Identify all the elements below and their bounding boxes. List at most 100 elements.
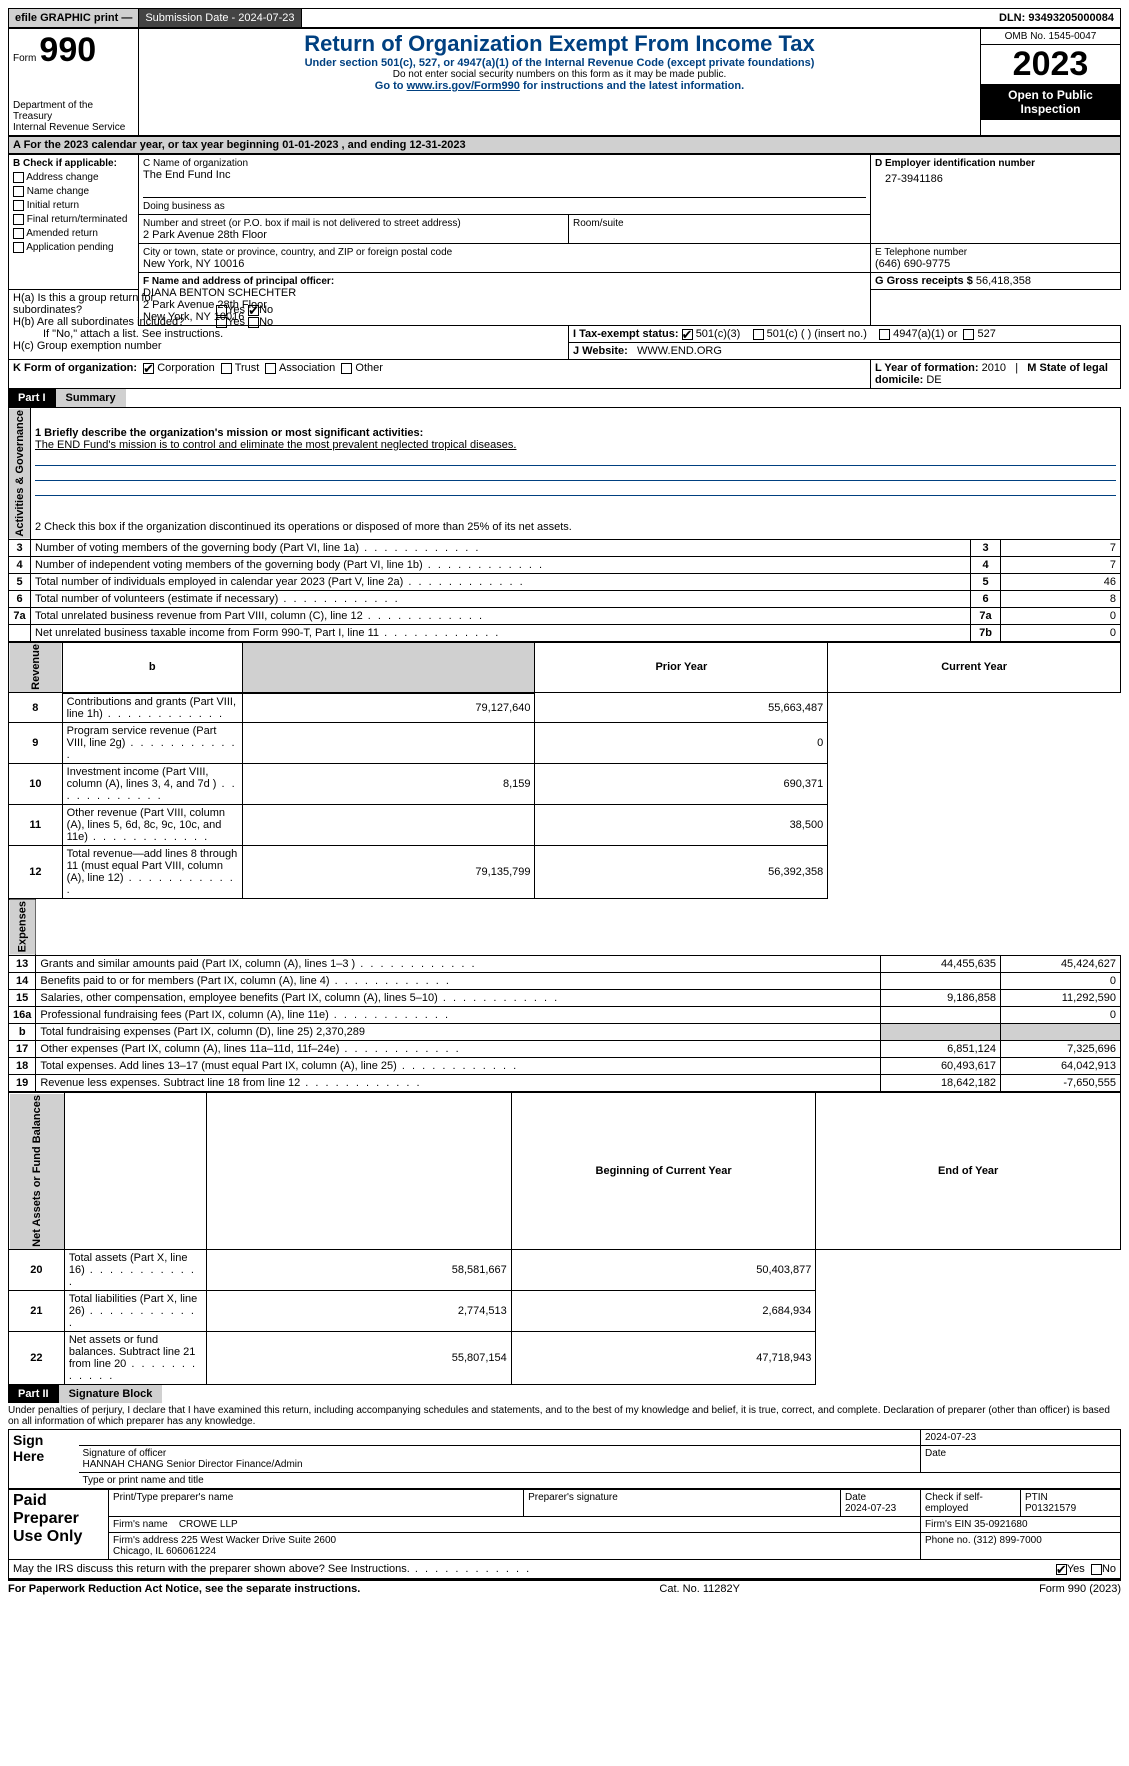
- sectI-label: I Tax-exempt status:: [573, 328, 679, 340]
- telephone: (646) 690-9775: [875, 258, 950, 270]
- rev-table: Revenue b Prior Year Current Year 8Contr…: [8, 642, 1121, 899]
- public-inspection: Open to Public Inspection: [981, 84, 1120, 120]
- cb-pending[interactable]: [13, 242, 24, 253]
- perjury: Under penalties of perjury, I declare th…: [8, 1403, 1121, 1429]
- mission: The END Fund's mission is to control and…: [35, 439, 516, 451]
- sig-table: Sign Here 2024-07-23 Signature of office…: [8, 1429, 1121, 1489]
- cb-other[interactable]: [341, 363, 352, 374]
- cb-discuss-yes[interactable]: [1056, 1564, 1067, 1575]
- net-vlabel: Net Assets or Fund Balances: [9, 1093, 65, 1250]
- paperwork: For Paperwork Reduction Act Notice, see …: [8, 1583, 360, 1595]
- opt-pending: Application pending: [26, 242, 113, 253]
- website: WWW.END.ORG: [637, 345, 722, 357]
- Hc-label: H(c) Group exemption number: [13, 340, 162, 352]
- row16b-d: Total fundraising expenses (Part IX, col…: [36, 1024, 881, 1041]
- cb-501c[interactable]: [753, 329, 764, 340]
- sectD-label: D Employer identification number: [875, 158, 1035, 169]
- firm-ein-l: Firm's EIN: [925, 1519, 971, 1530]
- info-grid: B Check if applicable: Address change Na…: [8, 154, 1121, 389]
- goto-prefix: Go to: [375, 80, 407, 92]
- part1-tag: Part I: [8, 389, 56, 407]
- part1-table: Activities & Governance 1 Briefly descri…: [8, 407, 1121, 642]
- part1-title: Summary: [56, 389, 126, 407]
- discuss-yes: Yes: [1067, 1563, 1085, 1575]
- org-address: 2 Park Avenue 28th Floor: [143, 229, 267, 241]
- org-name: The End Fund Inc: [143, 169, 230, 181]
- cb-discuss-no[interactable]: [1091, 1564, 1102, 1575]
- cb-527[interactable]: [963, 329, 974, 340]
- gross-receipts: 56,418,358: [976, 275, 1031, 287]
- col-self: Check if self-employed: [921, 1490, 1021, 1517]
- cb-Ha-yes[interactable]: [216, 305, 227, 316]
- firm-name: CROWE LLP: [179, 1519, 238, 1530]
- efile-label: efile GRAPHIC print —: [9, 9, 139, 27]
- top-bar: efile GRAPHIC print — Submission Date - …: [8, 8, 1121, 28]
- addr-label: Number and street (or P.O. box if mail i…: [143, 218, 461, 229]
- tax-year-line: A For the 2023 calendar year, or tax yea…: [8, 137, 1121, 154]
- form-ref: Form 990 (2023): [1039, 1583, 1121, 1595]
- part2-header: Part II Signature Block: [8, 1385, 1121, 1403]
- prep-phone: (312) 899-7000: [973, 1535, 1041, 1546]
- col-prior: Prior Year: [535, 642, 828, 693]
- rev-vlabel: Revenue: [9, 642, 63, 693]
- room-label: Room/suite: [573, 218, 624, 229]
- sectL-label: L Year of formation:: [875, 362, 979, 374]
- col-date: Date: [845, 1492, 866, 1503]
- footer: For Paperwork Reduction Act Notice, see …: [8, 1579, 1121, 1595]
- city-label: City or town, state or province, country…: [143, 247, 452, 258]
- year-formation: 2010: [982, 362, 1006, 374]
- Hb-note: If "No," attach a list. See instructions…: [13, 328, 223, 340]
- opt-corp: Corporation: [157, 362, 214, 374]
- type-name-label: Type or print name and title: [79, 1473, 1121, 1489]
- cb-final[interactable]: [13, 214, 24, 225]
- cb-assoc[interactable]: [265, 363, 276, 374]
- discuss-no: No: [1102, 1563, 1116, 1575]
- col-print: Print/Type preparer's name: [109, 1490, 524, 1517]
- Ha-no: No: [259, 304, 273, 316]
- form-word: Form: [13, 53, 36, 64]
- opt-address: Address change: [26, 172, 98, 183]
- cb-amended[interactable]: [13, 228, 24, 239]
- sig-officer-label: Signature of officer: [83, 1448, 167, 1459]
- ptin: P01321579: [1025, 1503, 1076, 1514]
- cb-trust[interactable]: [221, 363, 232, 374]
- discuss-label: May the IRS discuss this return with the…: [13, 1563, 531, 1575]
- row16b-n: b: [9, 1024, 36, 1041]
- col-ptin: PTIN: [1025, 1492, 1048, 1503]
- cb-corp[interactable]: [143, 363, 154, 374]
- sig-date: 2024-07-23: [921, 1430, 1121, 1446]
- cb-address-change[interactable]: [13, 172, 24, 183]
- dba-label: Doing business as: [143, 201, 225, 212]
- cb-Hb-no[interactable]: [248, 317, 259, 328]
- opt-501c: 501(c) ( ) (insert no.): [767, 328, 867, 340]
- opt-name: Name change: [27, 186, 89, 197]
- opt-assoc: Association: [279, 362, 335, 374]
- page-title: Return of Organization Exempt From Incom…: [143, 31, 976, 57]
- cb-501c3[interactable]: [682, 329, 693, 340]
- exp-table: Expenses 13Grants and similar amounts pa…: [8, 899, 1121, 1092]
- irs-link[interactable]: www.irs.gov/Form990: [407, 80, 520, 92]
- cb-name-change[interactable]: [13, 186, 24, 197]
- Hb-label: H(b) Are all subordinates included?: [13, 316, 213, 328]
- officer-sig-name: HANNAH CHANG Senior Director Finance/Adm…: [83, 1459, 303, 1470]
- cb-initial[interactable]: [13, 200, 24, 211]
- phone-l: Phone no.: [925, 1535, 971, 1546]
- sectG-label: G Gross receipts $: [875, 275, 973, 287]
- sectJ-label: J Website:: [573, 345, 628, 357]
- opt-initial: Initial return: [27, 200, 79, 211]
- org-city: New York, NY 10016: [143, 258, 244, 270]
- sectF-label: F Name and address of principal officer:: [143, 276, 334, 287]
- ein: 27-3941186: [875, 169, 1116, 185]
- domicile: DE: [926, 374, 941, 386]
- cb-4947[interactable]: [879, 329, 890, 340]
- cat-no: Cat. No. 11282Y: [659, 1583, 740, 1595]
- cb-Hb-yes[interactable]: [216, 317, 227, 328]
- form-number: 990: [39, 31, 96, 69]
- firm-addr-l: Firm's address: [113, 1535, 178, 1546]
- Hb-yes: Yes: [227, 316, 245, 328]
- sectE-label: E Telephone number: [875, 247, 967, 258]
- col-prepsig: Preparer's signature: [524, 1490, 841, 1517]
- opt-501c3: 501(c)(3): [696, 328, 741, 340]
- Hb-no: No: [259, 316, 273, 328]
- cb-Ha-no[interactable]: [248, 305, 259, 316]
